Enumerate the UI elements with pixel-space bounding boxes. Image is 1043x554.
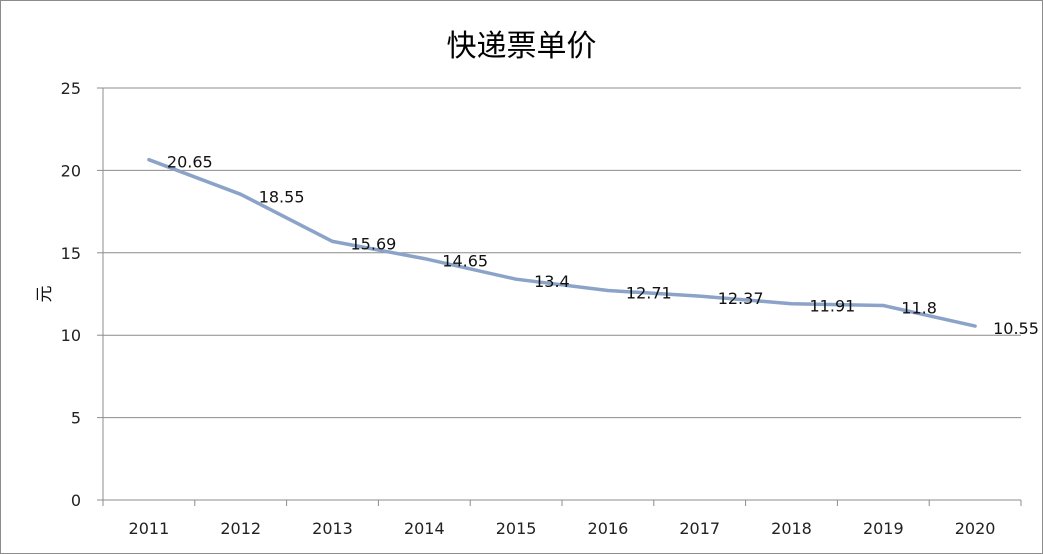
x-tick-label: 2014	[404, 519, 445, 538]
x-tick-label: 2015	[496, 519, 537, 538]
y-tick-label: 5	[71, 409, 81, 428]
x-tick-label: 2017	[679, 519, 720, 538]
x-tick-label: 2020	[955, 519, 996, 538]
chart-title: 快递票单价	[446, 29, 597, 64]
grid-lines	[103, 87, 1021, 419]
y-axis-label: 元	[35, 286, 55, 303]
x-tick-label: 2013	[312, 519, 353, 538]
data-label: 10.55	[993, 319, 1039, 338]
data-label: 11.91	[810, 297, 856, 316]
y-tick-label: 20	[61, 161, 81, 180]
y-tick-label: 10	[61, 326, 81, 345]
x-tick-label: 2016	[588, 519, 629, 538]
x-tick-label: 2019	[863, 519, 904, 538]
x-tick-label: 2018	[771, 519, 812, 538]
data-label: 14.65	[442, 252, 488, 271]
data-labels: 20.65 18.55 15.69 14.65 13.4 12.71 12.37 11.91 1…	[167, 153, 1039, 338]
x-tick-label: 2011	[129, 519, 170, 538]
series-line	[147, 157, 977, 328]
x-tick-label: 2012	[220, 519, 261, 538]
data-label: 11.8	[901, 299, 937, 318]
data-label: 13.4	[534, 272, 570, 291]
series-layer	[147, 157, 977, 328]
y-tick-label: 15	[61, 244, 81, 263]
data-label: 12.37	[718, 289, 764, 308]
data-label: 15.69	[351, 234, 397, 253]
data-label: 12.71	[626, 284, 672, 303]
y-tick-label: 0	[71, 491, 81, 510]
data-label: 18.55	[259, 187, 305, 206]
data-label: 20.65	[167, 153, 213, 172]
y-tick-label: 25	[61, 79, 81, 98]
axes: 0 5 10 15 20 25 2011 2012 2013 2014 2015 2016 2017 20…	[35, 79, 1022, 538]
